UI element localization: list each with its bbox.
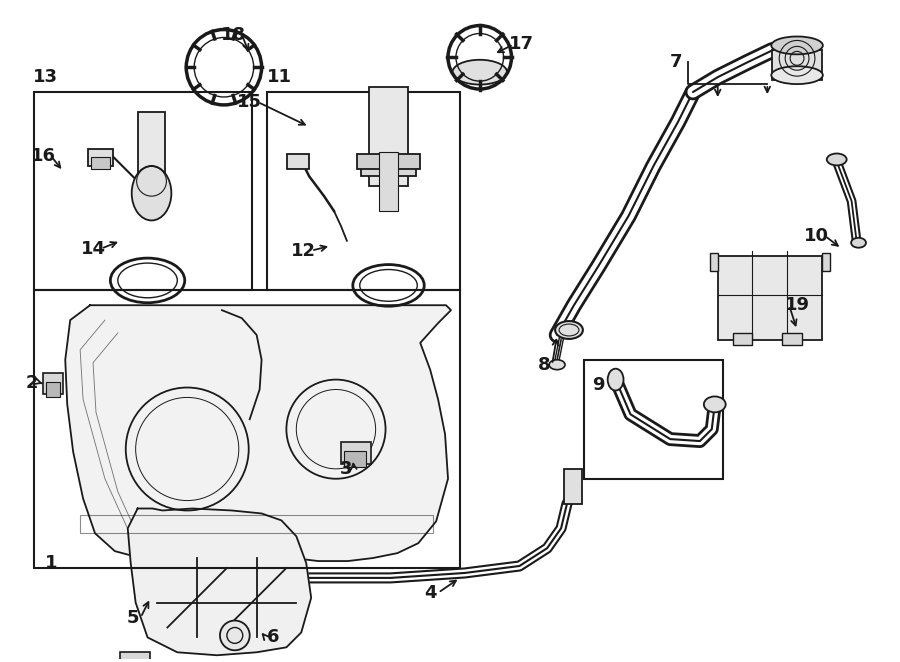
Polygon shape xyxy=(66,305,451,561)
Text: 5: 5 xyxy=(126,608,139,626)
Bar xyxy=(361,158,417,176)
Text: 2: 2 xyxy=(25,373,38,391)
Bar xyxy=(822,253,830,271)
Bar xyxy=(33,92,252,291)
Ellipse shape xyxy=(851,238,866,248)
Text: 9: 9 xyxy=(592,375,605,393)
Text: 11: 11 xyxy=(267,68,292,86)
Ellipse shape xyxy=(131,166,171,220)
Bar xyxy=(120,652,149,662)
Bar xyxy=(564,469,582,504)
Bar xyxy=(47,381,60,397)
Text: 3: 3 xyxy=(339,460,352,478)
Ellipse shape xyxy=(827,154,847,166)
Text: 6: 6 xyxy=(267,628,280,646)
Bar xyxy=(717,256,822,340)
Bar xyxy=(782,333,802,345)
Text: 10: 10 xyxy=(805,227,830,245)
Text: 15: 15 xyxy=(238,93,262,111)
Bar xyxy=(344,451,365,467)
Bar xyxy=(80,516,433,534)
Bar xyxy=(43,373,63,395)
Ellipse shape xyxy=(549,359,565,369)
Bar xyxy=(356,154,420,169)
Text: 7: 7 xyxy=(670,53,682,71)
Bar xyxy=(772,50,822,80)
Ellipse shape xyxy=(771,66,823,84)
Polygon shape xyxy=(128,508,311,655)
Text: 8: 8 xyxy=(538,355,551,374)
Bar xyxy=(138,112,166,191)
Text: 4: 4 xyxy=(424,584,436,602)
Text: 19: 19 xyxy=(785,296,810,314)
Bar xyxy=(266,92,460,291)
Ellipse shape xyxy=(555,321,583,339)
Ellipse shape xyxy=(771,36,823,54)
Text: 13: 13 xyxy=(33,68,58,86)
Bar xyxy=(733,333,752,345)
Ellipse shape xyxy=(608,369,624,391)
Bar xyxy=(88,148,112,166)
Bar xyxy=(584,359,723,479)
Bar xyxy=(341,442,371,464)
Bar xyxy=(287,154,310,169)
Bar xyxy=(91,158,110,169)
Ellipse shape xyxy=(453,60,507,85)
Text: 12: 12 xyxy=(291,242,316,260)
Bar xyxy=(33,291,460,568)
Text: 1: 1 xyxy=(45,554,58,572)
Ellipse shape xyxy=(704,397,725,412)
Bar xyxy=(369,87,409,186)
Circle shape xyxy=(220,620,249,650)
Text: 18: 18 xyxy=(221,26,247,44)
Bar xyxy=(710,253,717,271)
Bar xyxy=(379,152,399,211)
Text: 16: 16 xyxy=(31,148,56,166)
Text: 14: 14 xyxy=(80,240,105,258)
Text: 17: 17 xyxy=(508,36,534,54)
